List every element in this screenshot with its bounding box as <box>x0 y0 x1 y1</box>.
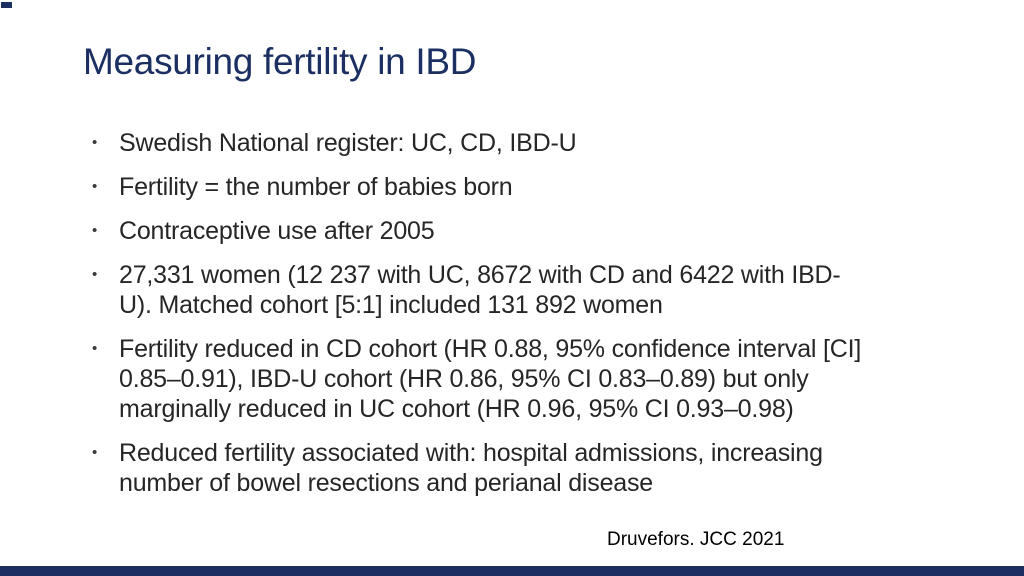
bullet-dot-icon: • <box>92 222 98 239</box>
bullet-item: • Swedish National register: UC, CD, IBD… <box>90 128 980 158</box>
top-left-accent-mark <box>1 2 12 8</box>
bullet-text: Fertility reduced in CD cohort (HR 0.88,… <box>119 335 862 423</box>
bullet-text: Swedish National register: UC, CD, IBD-U <box>119 129 577 157</box>
citation-reference: Druvefors. JCC 2021 <box>607 529 785 550</box>
bullet-list: • Swedish National register: UC, CD, IBD… <box>90 128 980 512</box>
bullet-dot-icon: • <box>92 444 98 461</box>
bullet-dot-icon: • <box>92 178 98 195</box>
bullet-item: • Fertility reduced in CD cohort (HR 0.8… <box>90 334 980 424</box>
bullet-text: 27,331 women (12 237 with UC, 8672 with … <box>119 261 841 319</box>
bullet-item: • Fertility = the number of babies born <box>90 172 980 202</box>
slide-title: Measuring fertility in IBD <box>83 41 477 82</box>
bullet-text: Reduced fertility associated with: hospi… <box>119 439 823 497</box>
bullet-item: • Reduced fertility associated with: hos… <box>90 438 980 498</box>
bullet-item: • Contraceptive use after 2005 <box>90 216 980 246</box>
bullet-text: Contraceptive use after 2005 <box>119 217 435 245</box>
bullet-dot-icon: • <box>92 134 98 151</box>
bullet-item: • 27,331 women (12 237 with UC, 8672 wit… <box>90 260 980 320</box>
bullet-text: Fertility = the number of babies born <box>119 173 513 201</box>
bullet-dot-icon: • <box>92 266 98 283</box>
bullet-dot-icon: • <box>92 340 98 357</box>
bottom-accent-bar <box>0 566 1024 576</box>
